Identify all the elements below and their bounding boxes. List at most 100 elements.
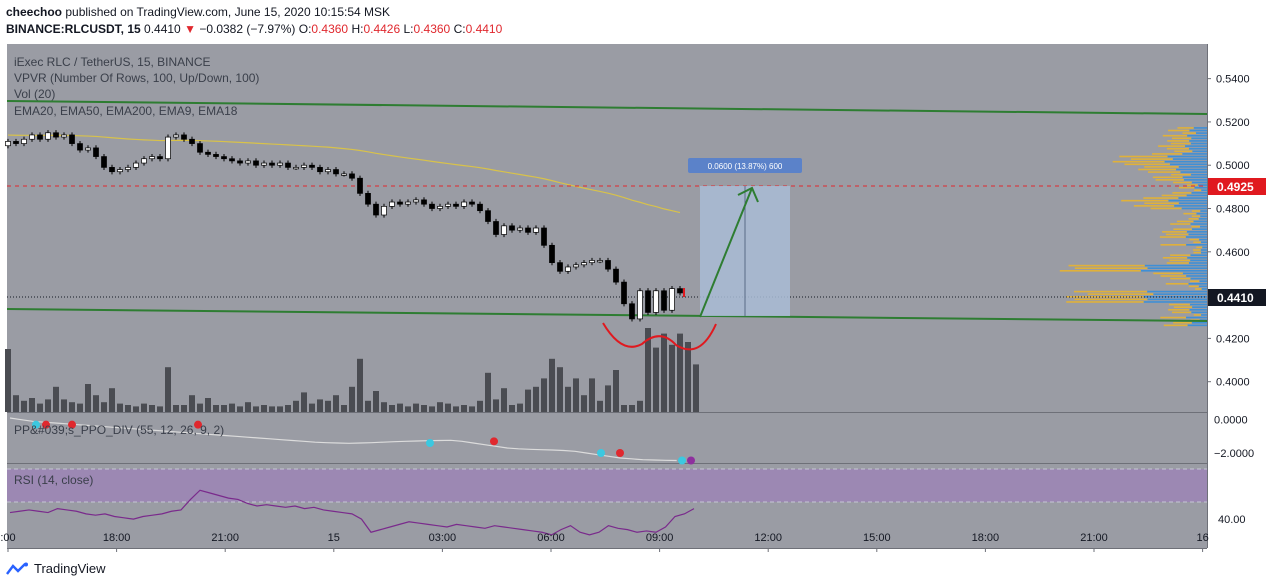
candle-up xyxy=(381,206,387,216)
volume-bar xyxy=(373,391,379,412)
candle-up xyxy=(653,290,659,313)
volume-bar xyxy=(189,395,195,412)
candle-down xyxy=(677,288,683,294)
last-price-tag xyxy=(1208,289,1266,306)
volume-bar xyxy=(493,399,499,412)
vpvr-down-row xyxy=(1147,171,1181,173)
vpvr-down-row xyxy=(1168,308,1190,311)
vpvr-down-row xyxy=(1168,129,1190,132)
legend-ema[interactable]: EMA20, EMA50, EMA200, EMA9, EMA18 xyxy=(14,104,238,118)
low-value: 0.4360 xyxy=(413,22,451,36)
volume-bar xyxy=(365,400,371,412)
candle-down xyxy=(181,134,187,140)
candle-down xyxy=(621,281,627,305)
divergence-dot xyxy=(42,420,50,429)
vpvr-down-row xyxy=(1144,202,1179,205)
divergence-dot xyxy=(597,449,605,457)
lower-trendline[interactable] xyxy=(6,308,1208,322)
candle-up xyxy=(341,173,347,176)
volume-bar xyxy=(101,402,107,412)
candles xyxy=(5,130,683,322)
candle-down xyxy=(189,138,195,144)
vpvr-down-row xyxy=(1183,212,1197,215)
vpvr-up-row xyxy=(1147,267,1207,269)
vpvr-down-row xyxy=(1177,127,1194,129)
divergence-dot xyxy=(678,456,686,465)
vpvr-up-row xyxy=(1167,155,1207,158)
legend-title[interactable]: iExec RLC / TetherUS, 15, BINANCE xyxy=(14,55,211,69)
vpvr-down-row xyxy=(1150,207,1182,210)
vpvr-up-row xyxy=(1199,225,1207,228)
legend-vol[interactable]: Vol (20) xyxy=(14,87,56,101)
candle-up xyxy=(45,132,51,140)
candle-up xyxy=(501,225,507,235)
time-tick-label: 16 xyxy=(1196,532,1208,544)
candle-down xyxy=(485,210,491,222)
vpvr-down-row xyxy=(1176,220,1194,223)
legend-rsi[interactable]: RSI (14, close) xyxy=(14,473,94,487)
vpvr-down-row xyxy=(1144,166,1179,168)
volume-bar xyxy=(397,403,403,412)
vpvr-down-row xyxy=(1160,244,1187,246)
change-arrow-icon: ▼ xyxy=(184,22,196,36)
candle-down xyxy=(477,203,483,212)
volume-bar xyxy=(109,388,115,412)
volume-bar xyxy=(405,406,411,412)
upper-trendline[interactable] xyxy=(6,100,1208,115)
legend-ppo[interactable]: PP&#039;s_PPO_DIV (55, 12, 26, 9, 2) xyxy=(14,423,225,437)
vpvr-down-row xyxy=(1173,181,1192,184)
vpvr-down-row xyxy=(1165,233,1189,236)
vpvr-up-row xyxy=(1172,158,1207,160)
vpvr-up-row xyxy=(1184,145,1207,147)
vpvr-up-row xyxy=(1200,241,1207,244)
volume-bar xyxy=(205,398,211,412)
candle-down xyxy=(613,268,619,283)
volume-bar xyxy=(661,333,667,412)
volume-bar xyxy=(413,403,419,412)
divergence-dot xyxy=(687,456,695,465)
volume-bar xyxy=(37,403,43,412)
vpvr-up-row xyxy=(1189,308,1207,311)
vpvr-down-row xyxy=(1130,158,1173,160)
candle-up xyxy=(581,262,587,266)
candle-down xyxy=(157,156,163,160)
vpvr-up-row xyxy=(1188,282,1207,285)
vpvr-down-row xyxy=(1174,150,1193,153)
vpvr-up-row xyxy=(1189,303,1207,306)
vpvr-down-row xyxy=(1074,267,1148,269)
vpvr-down-row xyxy=(1170,277,1191,280)
vpvr-up-row xyxy=(1186,275,1207,277)
candle-up xyxy=(85,147,91,151)
candle-up xyxy=(445,203,451,207)
volume-bar xyxy=(245,402,251,412)
candle-up xyxy=(293,167,299,170)
vpvr-up-row xyxy=(1195,132,1207,134)
volume-bar xyxy=(213,405,219,412)
volume-bar xyxy=(317,399,323,412)
vpvr-up-row xyxy=(1194,186,1207,189)
time-axis[interactable]: :00 18:00 21:00 15 03:00 06:00 09:00 12:00 15:00… xyxy=(0,532,1209,552)
vpvr-up-row xyxy=(1185,316,1207,319)
ppo-pane[interactable] xyxy=(7,413,1207,463)
projection-arrow[interactable] xyxy=(699,187,753,318)
volume-bar xyxy=(117,403,123,412)
legend-vpvr[interactable]: VPVR (Number Of Rows, 100, Up/Down, 100) xyxy=(14,71,260,85)
tradingview-logo[interactable]: TradingView xyxy=(6,561,106,576)
chart-canvas[interactable]: 0.0600 (13.87%) 600 0.5400 0.5200 0.5000 0.… xyxy=(0,42,1274,552)
volume-bar xyxy=(133,406,139,412)
measure-label-box xyxy=(688,158,802,173)
price-tick-label: 0.5000 xyxy=(1216,160,1250,172)
price-tick-label: 0.4600 xyxy=(1216,247,1250,259)
volume-bar xyxy=(581,395,587,412)
symbol-info: BINANCE:RLCUSDT, 15 0.4410 ▼ −0.0382 (−7… xyxy=(6,22,502,36)
vpvr-down-row xyxy=(1068,264,1145,267)
vpvr-up-row xyxy=(1185,236,1207,238)
candle-up xyxy=(405,201,411,205)
price-pane[interactable] xyxy=(7,44,1207,412)
volume-bar xyxy=(141,403,147,412)
double-bottom-curve[interactable] xyxy=(602,322,717,351)
volume-bar xyxy=(309,403,315,412)
vpvr-up-row xyxy=(1168,199,1207,202)
vpvr-up-row xyxy=(1190,254,1207,257)
candle-up xyxy=(173,134,179,138)
